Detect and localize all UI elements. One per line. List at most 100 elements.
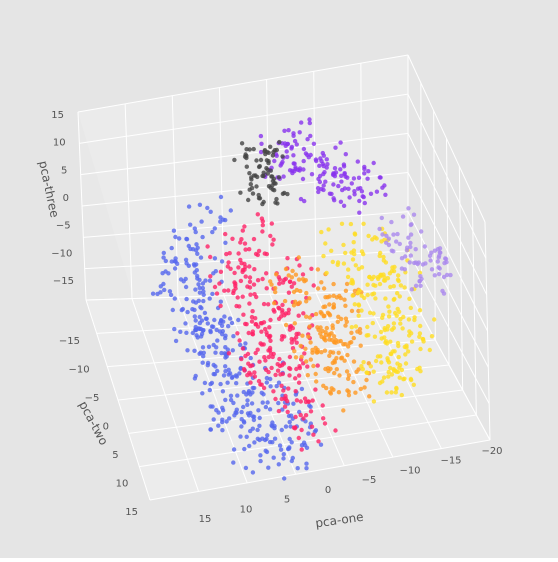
data-point (305, 364, 310, 369)
data-point (298, 399, 303, 404)
data-point (232, 270, 237, 276)
tick-label: 15 (125, 507, 138, 518)
data-point (291, 303, 297, 308)
data-point (386, 304, 391, 309)
data-point (281, 452, 286, 457)
data-point (408, 222, 413, 228)
data-point (298, 412, 303, 418)
data-point (272, 436, 278, 441)
data-point (252, 374, 258, 379)
data-point (321, 253, 326, 259)
data-point (268, 376, 273, 382)
data-point (286, 307, 292, 312)
data-point (379, 215, 384, 221)
data-point (169, 245, 174, 251)
data-point (255, 174, 260, 180)
data-point (341, 261, 347, 266)
data-point (267, 348, 273, 353)
data-point (330, 259, 335, 265)
data-point (287, 373, 292, 378)
data-point (264, 332, 270, 338)
data-point (230, 374, 235, 379)
data-point (437, 246, 443, 251)
data-point (341, 162, 347, 167)
data-point (402, 285, 407, 290)
data-point (235, 295, 240, 300)
data-point (273, 286, 278, 291)
data-point (279, 383, 284, 388)
data-point (259, 382, 264, 387)
data-point (329, 248, 334, 253)
data-point (199, 318, 205, 323)
data-point (282, 476, 287, 481)
data-point (332, 360, 337, 365)
data-point (287, 327, 293, 332)
data-point (291, 131, 296, 136)
data-point (170, 307, 175, 313)
data-point (293, 272, 299, 277)
data-point (226, 351, 232, 356)
data-point (338, 140, 343, 145)
data-point (408, 253, 413, 258)
data-point (223, 369, 228, 374)
data-point (384, 390, 390, 395)
data-point (282, 396, 287, 401)
data-point (294, 142, 299, 147)
data-point (305, 373, 310, 378)
data-point (167, 289, 173, 294)
tick-label: 0 (63, 193, 69, 204)
data-point (286, 273, 291, 278)
data-point (365, 324, 370, 330)
data-point (277, 363, 283, 369)
data-point (262, 149, 267, 154)
data-point (193, 229, 198, 235)
data-point (297, 130, 302, 135)
data-point (348, 280, 354, 286)
tick-label: −5 (56, 221, 71, 232)
data-point (343, 250, 348, 256)
data-point (353, 324, 359, 329)
data-point (183, 284, 189, 290)
data-point (396, 309, 402, 314)
data-point (260, 276, 265, 282)
data-point (389, 219, 394, 225)
data-point (339, 173, 344, 178)
data-point (314, 350, 320, 355)
data-point (220, 428, 225, 433)
data-point (201, 289, 206, 294)
data-point (253, 350, 258, 356)
data-point (205, 360, 211, 366)
data-point (408, 305, 413, 311)
data-point (214, 345, 219, 350)
data-point (219, 350, 224, 356)
data-point (287, 365, 292, 371)
data-point (226, 260, 231, 265)
data-point (243, 247, 248, 252)
data-point (193, 287, 198, 292)
data-point (444, 272, 450, 278)
data-point (389, 327, 395, 332)
data-point (209, 380, 215, 386)
data-point (408, 244, 413, 250)
data-point (246, 330, 251, 336)
data-point (231, 334, 236, 339)
data-point (192, 263, 197, 268)
data-point (271, 455, 276, 460)
data-point (374, 236, 379, 241)
data-point (200, 234, 205, 240)
data-point (223, 217, 228, 223)
data-point (247, 171, 252, 176)
data-point (292, 161, 297, 166)
data-point (177, 236, 182, 241)
data-point (315, 267, 321, 272)
data-point (240, 228, 245, 233)
data-point (183, 257, 189, 262)
data-point (262, 355, 267, 360)
data-point (302, 351, 307, 356)
data-point (391, 268, 397, 274)
data-point (291, 425, 297, 430)
data-point (338, 338, 343, 344)
data-point (355, 159, 360, 164)
data-point (361, 360, 366, 365)
data-point (198, 255, 204, 260)
